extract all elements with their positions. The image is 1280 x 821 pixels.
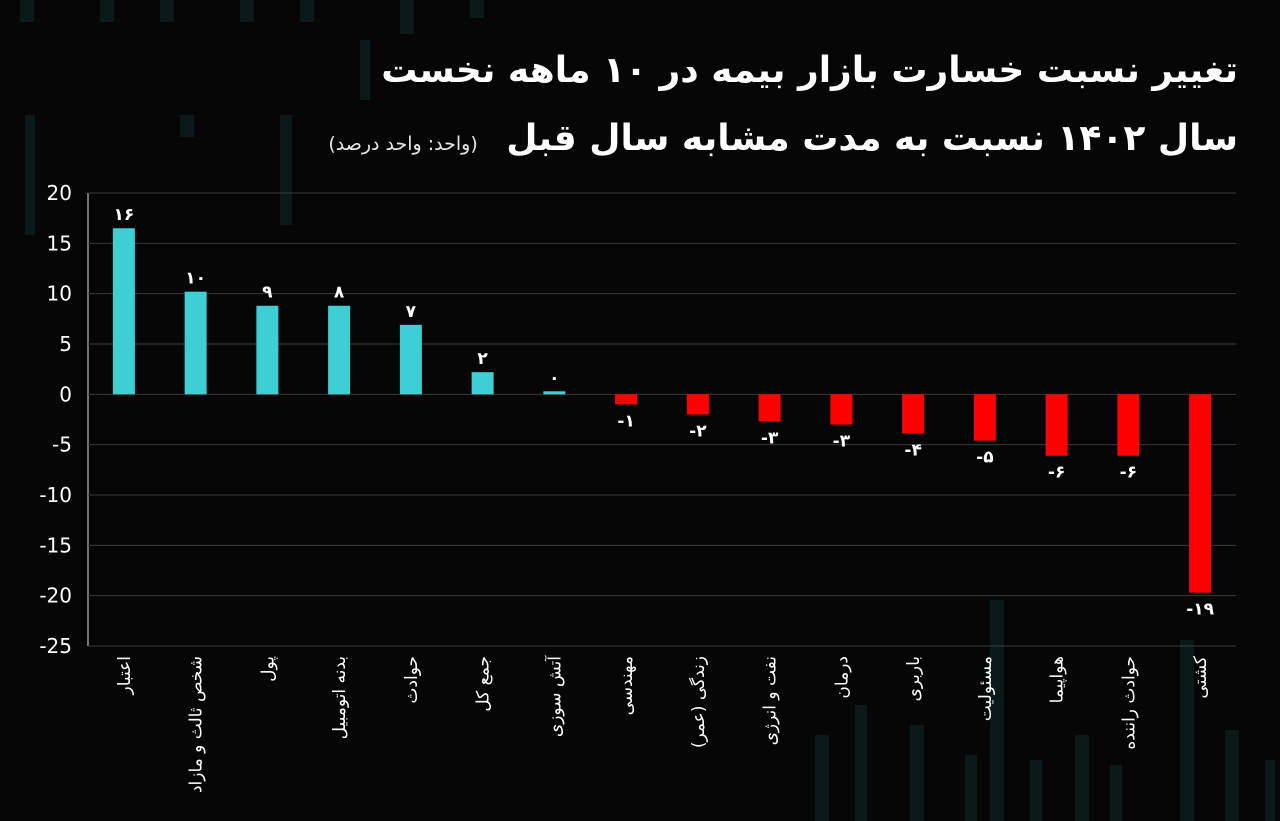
category-label: نفت و انرژی (761, 656, 781, 745)
chart-title-line2: سال ۱۴۰۲ نسبت به مدت مشابه سال قبل (واحد… (328, 118, 1238, 159)
y-tick-label: 10 (47, 282, 72, 306)
bar-value-label: ۷ (406, 302, 417, 322)
category-label: درمان (832, 656, 852, 699)
bar (973, 394, 996, 441)
bar (471, 372, 494, 395)
bar (686, 394, 709, 415)
bar-value-label: ۱۰ (185, 269, 206, 289)
y-tick-label: 20 (47, 181, 72, 205)
bar (830, 394, 853, 425)
category-label: باربری (904, 656, 924, 702)
bar-value-label: -۱۹ (1186, 600, 1214, 620)
background-decoration-bar (240, 0, 254, 22)
background-decoration-bar (20, 0, 34, 22)
background-decoration-bar (180, 115, 194, 137)
background-decoration-bar (100, 0, 114, 22)
chart-title-line2-text: سال ۱۴۰۲ نسبت به مدت مشابه سال قبل (506, 118, 1238, 159)
chart-title-line1: تغییر نسبت خسارت بازار بیمه در ۱۰ ماهه ن… (381, 50, 1238, 91)
background-decoration-bar (300, 0, 314, 22)
bar-value-label: ۰ (549, 368, 559, 388)
bar-value-label: -۲ (689, 421, 707, 441)
background-decoration-bar (360, 40, 370, 100)
y-tick-label: 15 (47, 231, 72, 255)
category-label: زندگی (عمر) (688, 656, 709, 748)
background-decoration-bar (1110, 765, 1122, 821)
category-label: اعتبار (115, 656, 135, 696)
background-decoration-bar (470, 0, 484, 18)
category-label: آتش سوزی (543, 655, 565, 737)
background-decoration-bar (1265, 760, 1275, 821)
bar (543, 391, 566, 395)
bar-value-label: -۳ (833, 432, 851, 452)
y-tick-label: -5 (52, 433, 72, 457)
category-label: مسئولیت (976, 656, 996, 721)
background-decoration-bar (25, 115, 35, 235)
bar-value-label: ۱۶ (113, 205, 134, 225)
bar-value-label: ۸ (334, 283, 345, 303)
bar (758, 394, 781, 422)
bar (256, 305, 279, 395)
bar-value-label: -۳ (761, 429, 779, 449)
y-tick-label: 0 (59, 382, 72, 406)
y-tick-label: 5 (59, 332, 72, 356)
category-label: حوادث راننده (1119, 656, 1139, 750)
category-label: جمع کل (474, 656, 494, 712)
bar-value-label: -۶ (1048, 463, 1065, 483)
bar (112, 228, 135, 395)
bar-value-label: ۹ (262, 283, 273, 303)
bar-value-label: -۵ (976, 448, 993, 468)
bar (399, 324, 422, 395)
bar (902, 394, 925, 434)
background-decoration-bar (160, 0, 174, 22)
category-label: هواپیما (1048, 656, 1068, 703)
unit-note: (واحد: واحد درصد) (328, 133, 478, 155)
category-label: کشتی (1191, 655, 1211, 698)
bar (1045, 394, 1068, 456)
background-decoration-bar (990, 600, 1004, 821)
category-label: حوادث (402, 656, 422, 704)
bar-value-label: -۴ (904, 441, 921, 461)
background-decoration-bar (400, 0, 414, 34)
background-decoration-bar (815, 735, 829, 821)
bar (184, 291, 207, 395)
background-decoration-bar (1075, 735, 1089, 821)
y-tick-label: -20 (39, 584, 72, 608)
bar-value-label: ۲ (477, 349, 488, 369)
y-tick-label: -10 (39, 483, 72, 507)
background-decoration-bar (1030, 760, 1042, 821)
category-label: مهندسی (617, 656, 637, 715)
bar (1189, 394, 1212, 593)
y-tick-label: -25 (39, 634, 72, 658)
bar (1117, 394, 1140, 456)
y-tick-label: -15 (39, 533, 72, 557)
background-decoration-bar (1180, 640, 1194, 821)
background-decoration-bar (855, 705, 867, 821)
category-label: شخص ثالث و مازاد (187, 656, 207, 793)
background-decoration-bar (280, 115, 292, 225)
category-label: پول (258, 656, 278, 682)
background-decoration-bar (1225, 730, 1239, 821)
bar-value-label: -۱ (617, 411, 634, 431)
bar (615, 394, 638, 405)
background-decoration-bar (965, 755, 977, 821)
category-label: بدنه اتومبیل (330, 656, 350, 739)
bar (328, 305, 351, 395)
bar-value-label: -۶ (1120, 463, 1137, 483)
background-decoration-bar (910, 725, 924, 821)
